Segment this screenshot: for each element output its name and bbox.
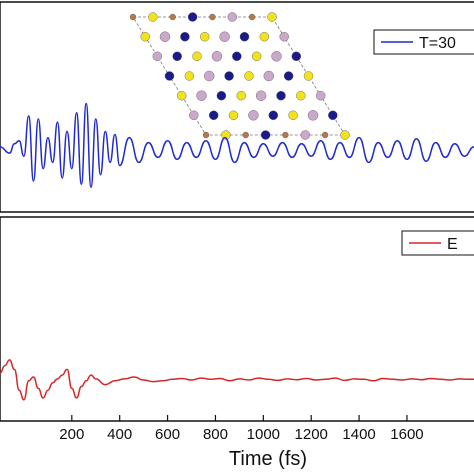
lattice-atom (321, 131, 329, 139)
lattice-atom (140, 32, 150, 42)
lattice-atom (276, 90, 286, 101)
lattice-atom (129, 13, 137, 21)
lattice-atom (152, 51, 163, 61)
top-series-group (0, 102, 474, 188)
lattice-atom (255, 90, 267, 101)
lattice-atom (291, 51, 301, 61)
lattice-atom (208, 110, 219, 121)
lattice-atom (228, 110, 239, 121)
top-panel-frame (0, 1, 474, 213)
lattice-atom (296, 90, 306, 101)
lattice-atom (251, 51, 262, 61)
lattice-atom (180, 32, 190, 42)
lattice-atom (172, 51, 182, 61)
x-tick-label: 800 (203, 426, 228, 443)
x-tick-label: 400 (107, 426, 132, 443)
lattice-atom (227, 12, 238, 22)
lattice-atom (221, 130, 231, 140)
bottom-legend: E (401, 230, 474, 256)
lattice-atom (300, 130, 310, 140)
lattice-atom (159, 31, 171, 42)
lattice-atom (216, 90, 227, 101)
lattice-atom (244, 71, 254, 81)
lattice-atom (259, 32, 269, 42)
lattice-atom (303, 71, 314, 81)
lattice-atom (248, 13, 256, 21)
top-legend: T=30 (373, 29, 474, 55)
lattice-atom (279, 32, 289, 42)
bottom-series-group (0, 359, 474, 401)
lattice-atom (219, 31, 230, 42)
lattice-atom (282, 131, 289, 139)
lattice-atom (260, 130, 271, 140)
lattice-atom (164, 71, 175, 81)
bottom-legend-label: E (447, 236, 458, 253)
lattice-atom (268, 110, 278, 121)
lattice-atom (192, 51, 202, 61)
lattice-atom (187, 12, 198, 22)
x-tick-label: 200 (59, 426, 84, 443)
x-axis-title: Time (fs) (229, 448, 307, 470)
lattice-atom (176, 90, 187, 101)
x-tick-label: 1400 (342, 426, 375, 443)
lattice-atom (232, 51, 242, 61)
crystal-lattice-icon (129, 12, 350, 140)
top-series-line-0 (0, 102, 474, 188)
lattice-atom (203, 70, 215, 82)
x-tick-label: 1600 (390, 426, 423, 443)
lattice-atom (248, 110, 259, 121)
lattice-atom (211, 51, 223, 62)
lattice-atom (199, 32, 210, 42)
lattice-atom (307, 110, 319, 121)
lattice-atom (189, 110, 199, 121)
lattice-atom (209, 13, 216, 21)
top-legend-label: T=30 (419, 35, 456, 52)
bottom-panel-frame (0, 216, 474, 422)
lattice-atom (184, 71, 195, 81)
lattice-atom (236, 90, 246, 101)
lattice-atom (196, 90, 207, 101)
lattice-atom (263, 70, 274, 82)
x-tick-label: 1200 (295, 426, 328, 443)
lattice-atom (239, 32, 250, 42)
lattice-atom (288, 110, 298, 121)
lattice-atom (283, 71, 294, 81)
lattice-atom (224, 71, 234, 81)
lattice-atom (267, 12, 277, 22)
x-axis-ticks: 200 400 600 800 1000 1200 1400 1600 (59, 415, 424, 443)
x-tick-label: 1000 (247, 426, 280, 443)
lattice-atom (169, 13, 176, 21)
lattice-atom (316, 90, 326, 101)
lattice-atom (148, 12, 158, 22)
lattice-atom (328, 110, 338, 121)
lattice-atom (202, 131, 210, 139)
bottom-series-line-0 (0, 359, 474, 401)
lattice-atom (271, 51, 282, 62)
lattice-atom (340, 130, 350, 140)
x-tick-label: 600 (155, 426, 180, 443)
lattice-atom (242, 131, 249, 139)
